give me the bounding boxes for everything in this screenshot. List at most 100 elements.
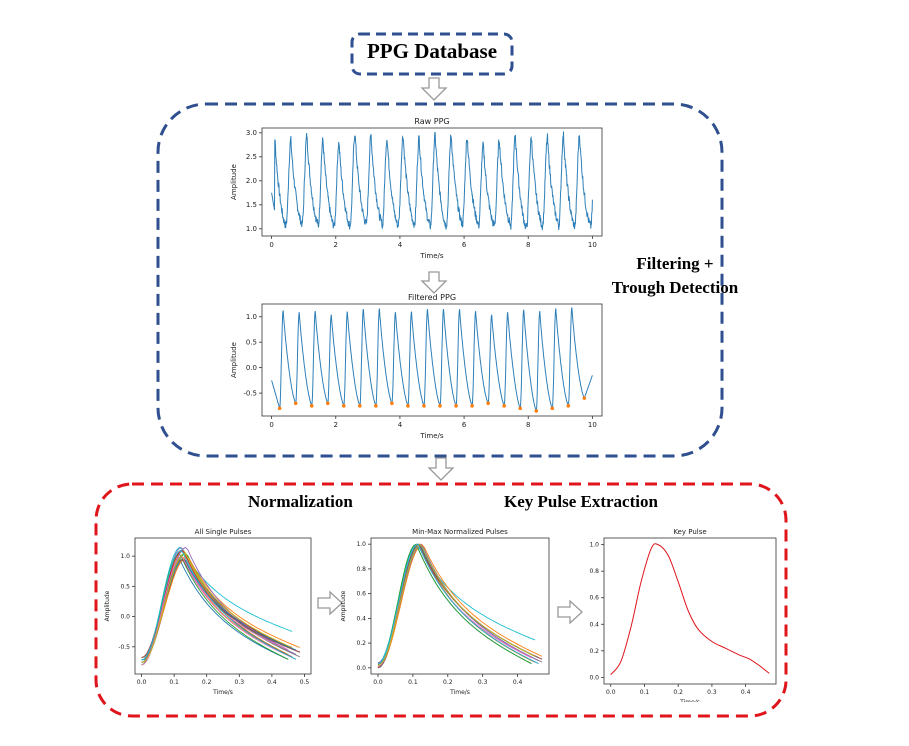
trough-point [406,404,410,408]
y-tick-label: 0.5 [246,339,257,347]
filtering-stage-box [156,102,724,458]
trough-point [374,404,378,408]
pulse-line [141,546,293,663]
pulse-line [377,543,536,664]
y-tick-label: 0.8 [589,568,599,575]
x-tick-label: 0.2 [673,689,683,696]
chart-title: Raw PPG [414,117,449,126]
y-tick-label: 1.5 [246,201,257,209]
x-tick-label: 0.4 [513,679,523,686]
arrow-down-icon [420,77,448,101]
normalization-label: Normalization [248,492,353,511]
x-tick-label: 8 [526,421,530,429]
trough-point [534,409,539,413]
y-tick-label: 2.0 [246,177,257,185]
trough-point [309,404,314,408]
y-tick-label: 1.0 [246,313,257,321]
x-tick-label: 0.0 [373,679,383,686]
plot-frame [603,537,777,685]
key-pulse-chart: Key Pulse 0.0 0.1 0.2 0.3 0.4 0.0 0.2 0.4 0.6 0.8 1… [589,528,777,702]
y-tick-label: 2.5 [246,153,257,161]
y-tick-label: 0.8 [356,566,366,573]
pulse-line [377,543,543,668]
x-tick-label: 10 [588,241,597,249]
x-tick-label: 2 [334,421,338,429]
plot-frame [261,303,603,417]
min-max-normalized-pulses-chart: Min-Max Normalized Pulses 0.0 0.1 0.2 0.3 0.4… [341,528,550,696]
x-tick-label: 0.2 [202,679,212,686]
trough-point [566,404,571,408]
y-tick-label: 1.0 [120,553,130,560]
y-tick-label: 0.4 [356,615,366,622]
y-tick-label: 0.0 [589,674,599,681]
y-tick-label: 0.4 [589,621,599,628]
trough-point [582,396,587,400]
x-tick-label: 0.5 [300,679,310,686]
trough-point [438,404,442,408]
key-pulse-extraction-label: Key Pulse Extraction [504,492,658,511]
pulse-line [141,558,301,659]
trough-point [502,404,506,408]
y-tick-label: 0.0 [246,364,257,372]
x-tick-label: 0.2 [443,679,453,686]
arrow-down-icon [420,271,448,294]
trough-point [454,404,458,408]
series-line [271,307,593,413]
y-tick-label: 0.6 [356,591,366,598]
x-tick-label: 0.0 [606,689,616,696]
y-tick-label: 0.6 [589,595,599,602]
y-axis-label: Amplitude [230,342,238,378]
trough-point [390,401,394,406]
chart-title: Min-Max Normalized Pulses [412,528,508,536]
chart-title: Filtered PPG [408,293,456,302]
filtering-stage-label: Filtering + Trough Detection [600,252,750,300]
y-tick-label: -0.5 [243,389,257,397]
pulse-line [377,543,539,665]
trough-point [358,404,362,408]
normalization-stage-box [94,482,788,718]
pulse-line [141,552,293,663]
x-tick-label: 0.1 [640,689,650,696]
x-tick-label: 8 [526,241,530,249]
series-line [271,131,593,231]
plot-frame [261,127,603,237]
trough-point [325,401,330,406]
x-tick-label: 0.1 [408,679,418,686]
chart-title: All Single Pulses [195,528,252,536]
x-axis-label: Time/s [679,699,700,702]
x-tick-label: 4 [398,241,403,249]
trough-point [518,406,523,411]
pulse-line [377,543,532,666]
filtering-label-line1: Filtering + [636,254,714,273]
database-title: PPG Database [366,39,498,63]
trough-point [486,401,490,406]
key-pulse-line [610,543,770,676]
plot-frame [134,537,312,675]
pulse-line [141,555,301,659]
x-tick-label: 6 [462,421,467,429]
x-tick-label: 0.4 [741,689,751,696]
y-tick-label: 1.0 [589,542,599,549]
trough-point [277,406,282,411]
y-tick-label: 1.0 [356,541,366,548]
pulse-line [377,543,532,669]
y-tick-label: 1.0 [246,225,257,233]
x-tick-label: 0 [269,241,273,249]
x-tick-label: 0.1 [169,679,179,686]
y-tick-label: 0.2 [589,648,599,655]
x-axis-label: Time/s [419,252,443,260]
x-tick-label: 4 [398,421,403,429]
y-axis-label: Amplitude [341,590,347,621]
pulse-line [377,543,543,665]
x-axis-label: Time/s [212,689,233,696]
arrow-right-icon [317,590,343,616]
pulse-line [377,543,536,666]
y-tick-label: 0.2 [356,640,366,647]
x-axis-label: Time/s [449,689,470,696]
x-tick-label: 2 [334,241,338,249]
x-axis-label: Time/s [419,432,443,440]
y-axis-label: Amplitude [104,590,111,621]
x-tick-label: 0.4 [267,679,277,686]
x-tick-label: 0.3 [235,679,245,686]
